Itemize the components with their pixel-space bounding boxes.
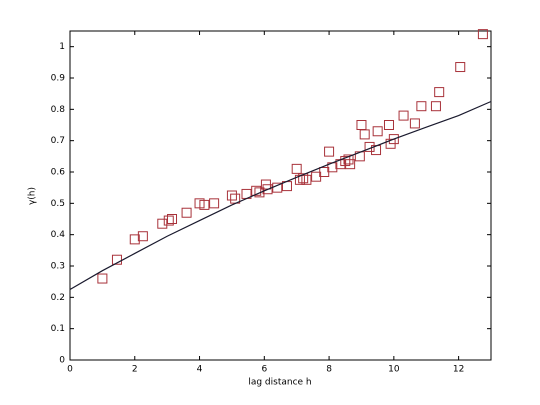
data-point [398,110,409,121]
data-point [226,190,237,201]
data-point [298,173,309,184]
data-point [251,185,262,196]
y-tick-label: 0.4 [51,230,66,240]
y-tick-label: 0.7 [51,136,65,146]
data-point [301,174,312,185]
data-point [157,218,168,229]
data-point [345,159,356,170]
x-tick-label: 4 [197,365,203,375]
data-point [324,146,335,157]
data-point [430,101,441,112]
data-point [163,215,174,226]
data-point [254,187,265,198]
data-point [111,254,122,265]
data-point [199,199,210,210]
y-tick-label: 0.3 [51,262,65,272]
data-point [409,118,420,129]
y-tick-label: 0.2 [51,293,65,303]
x-tick-label: 8 [326,365,332,375]
data-point [434,87,445,98]
data-point [291,163,302,174]
data-point [455,62,466,73]
x-axis-label: lag distance h [248,378,311,388]
data-point [137,231,148,242]
x-tick-label: 10 [388,365,400,375]
data-point [383,120,394,130]
data-point [416,101,427,112]
data-point [262,184,273,195]
y-axis-label: γ(h) [28,187,38,205]
data-point [388,134,399,145]
y-tick-label: 0.9 [51,74,66,84]
data-point [209,198,220,209]
data-point [359,129,370,140]
data-point [477,29,488,40]
data-point [167,214,178,224]
x-tick-label: 12 [453,365,464,375]
y-tick-label: 0.5 [51,199,65,209]
y-tick-label: 0.6 [51,168,66,178]
data-point [294,174,305,185]
y-tick-label: 0.1 [51,324,65,334]
plot-frame [69,30,492,361]
y-tick-label: 0 [59,356,65,366]
y-tick-label: 1 [59,42,65,52]
fit-curve [69,100,492,291]
data-point [97,273,108,284]
data-point [372,126,383,137]
x-tick-label: 2 [132,365,138,375]
data-point [129,234,140,245]
x-tick-label: 0 [67,365,73,375]
x-tick-label: 6 [261,365,267,375]
y-tick-label: 0.8 [51,105,66,115]
data-point [181,207,192,218]
